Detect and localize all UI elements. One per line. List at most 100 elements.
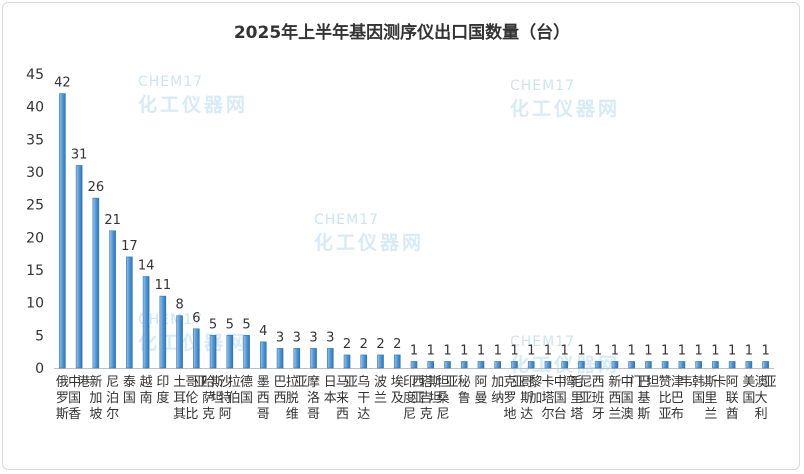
bar (728, 361, 736, 369)
x-tick-label: 中国台湾 (554, 374, 576, 422)
svg-text:澳大利亚: 澳大利亚 (755, 374, 777, 422)
x-tick-label: 津巴布韦 (671, 375, 693, 422)
data-label: 1 (661, 343, 669, 358)
bar (444, 361, 451, 369)
bar (494, 361, 502, 369)
bar (645, 361, 652, 369)
x-tick-label: 新西兰 (608, 374, 621, 422)
svg-text:德国: 德国 (240, 375, 253, 406)
data-label: 1 (728, 343, 736, 358)
x-tick-label: 尼泊尔 (106, 375, 119, 422)
data-label: 1 (494, 343, 502, 358)
svg-text:印度尼西亚: 印度尼西亚 (403, 375, 425, 422)
svg-text:马来西亚: 马来西亚 (336, 375, 358, 422)
data-label: 5 (242, 317, 250, 332)
x-tick-label: 西班牙 (592, 375, 605, 422)
x-tick-label: 毛里塔尼亚 (570, 375, 592, 422)
data-label: 2 (376, 337, 384, 352)
x-tick-label: 拉脱维亚 (286, 375, 308, 422)
bar (695, 361, 702, 369)
bar (611, 361, 619, 369)
x-tick-label: 中国香港 (68, 375, 90, 422)
bar (293, 348, 301, 369)
x-tick-label: 美国 (742, 375, 755, 406)
x-tick-label: 哥伦比亚 (185, 375, 207, 422)
y-tick-label: 35 (26, 132, 44, 148)
svg-text:韩国: 韩国 (692, 375, 705, 406)
bar (393, 354, 401, 369)
y-tick-label: 5 (35, 328, 44, 344)
data-label: 1 (460, 343, 468, 358)
svg-text:秘鲁: 秘鲁 (458, 375, 471, 406)
bar (59, 93, 66, 369)
svg-text:中国台湾: 中国台湾 (554, 374, 576, 422)
svg-text:克罗地亚: 克罗地亚 (503, 375, 525, 422)
data-label: 1 (761, 343, 769, 358)
watermark-brand: CHEM17 (314, 212, 380, 228)
svg-text:坦桑尼亚: 坦桑尼亚 (436, 375, 458, 422)
bar (193, 328, 200, 369)
bar (745, 361, 753, 369)
watermark-brand: CHEM17 (510, 334, 576, 350)
data-label: 1 (544, 343, 552, 358)
x-tick-label: 埃及 (391, 375, 404, 406)
svg-text:塔吉克斯坦: 塔吉克斯坦 (420, 375, 442, 422)
data-label: 1 (561, 343, 569, 358)
data-label: 1 (678, 343, 686, 358)
bar (561, 361, 569, 369)
x-tick-label: 中国澳门 (621, 375, 643, 422)
x-tick-label: 秘鲁 (458, 375, 471, 406)
chart-title: 2025年上半年基因测序仪出口国数量（台） (233, 23, 571, 43)
bar (142, 276, 150, 369)
x-tick-label: 摩洛哥 (307, 374, 320, 422)
data-label: 2 (393, 337, 401, 352)
svg-text:乌干达: 乌干达 (357, 374, 370, 422)
bar (176, 315, 183, 369)
bar (75, 165, 83, 369)
watermark-slogan: 化工仪器网 (510, 98, 621, 120)
bar (427, 361, 435, 369)
svg-text:越南: 越南 (140, 375, 153, 406)
bar (126, 256, 133, 369)
svg-text:中国澳门: 中国澳门 (621, 375, 643, 422)
watermark: CHEM17 化工仪器网 (510, 78, 620, 121)
data-label: 1 (527, 343, 535, 358)
watermark-brand: CHEM17 (138, 312, 204, 328)
svg-text:尼泊尔: 尼泊尔 (106, 375, 119, 422)
x-tick-label: 沙特阿拉伯 (219, 375, 241, 422)
svg-text:西班牙: 西班牙 (592, 375, 605, 422)
bar (276, 348, 284, 369)
data-label: 3 (309, 330, 317, 345)
svg-text:新西兰: 新西兰 (608, 374, 621, 422)
bar (477, 361, 485, 369)
watermark-slogan: 化工仪器网 (138, 94, 249, 116)
svg-text:沙特阿拉伯: 沙特阿拉伯 (219, 375, 241, 422)
svg-text:印度: 印度 (156, 375, 169, 406)
x-tick-label: 土耳其 (173, 375, 186, 422)
x-tick-label: 巴基斯坦 (637, 375, 659, 422)
x-tick-label: 越南 (140, 375, 153, 406)
x-tick-label: 印度尼西亚 (403, 375, 425, 422)
svg-text:卡塔尔: 卡塔尔 (541, 375, 554, 422)
x-tick-label: 德国 (240, 375, 253, 406)
data-label: 6 (192, 311, 200, 326)
x-tick-label: 韩国 (692, 375, 705, 406)
svg-text:加纳: 加纳 (491, 375, 504, 406)
data-label: 1 (711, 343, 719, 358)
bar (712, 361, 719, 369)
svg-text:赞比亚: 赞比亚 (659, 375, 672, 422)
x-tick-label: 克罗地亚 (503, 375, 525, 422)
data-label: 3 (293, 330, 301, 345)
svg-text:俄罗斯: 俄罗斯 (56, 375, 69, 422)
y-tick-label: 40 (26, 100, 44, 116)
x-tick-label: 哈萨克斯坦 (202, 375, 224, 422)
svg-text:哥斯达黎加: 哥斯达黎加 (520, 375, 542, 422)
data-label: 3 (276, 330, 284, 345)
data-label: 42 (54, 76, 71, 91)
bar (243, 335, 250, 369)
bar (209, 335, 217, 369)
bar (544, 361, 552, 369)
data-label: 14 (138, 259, 155, 274)
data-label: 31 (71, 147, 88, 162)
